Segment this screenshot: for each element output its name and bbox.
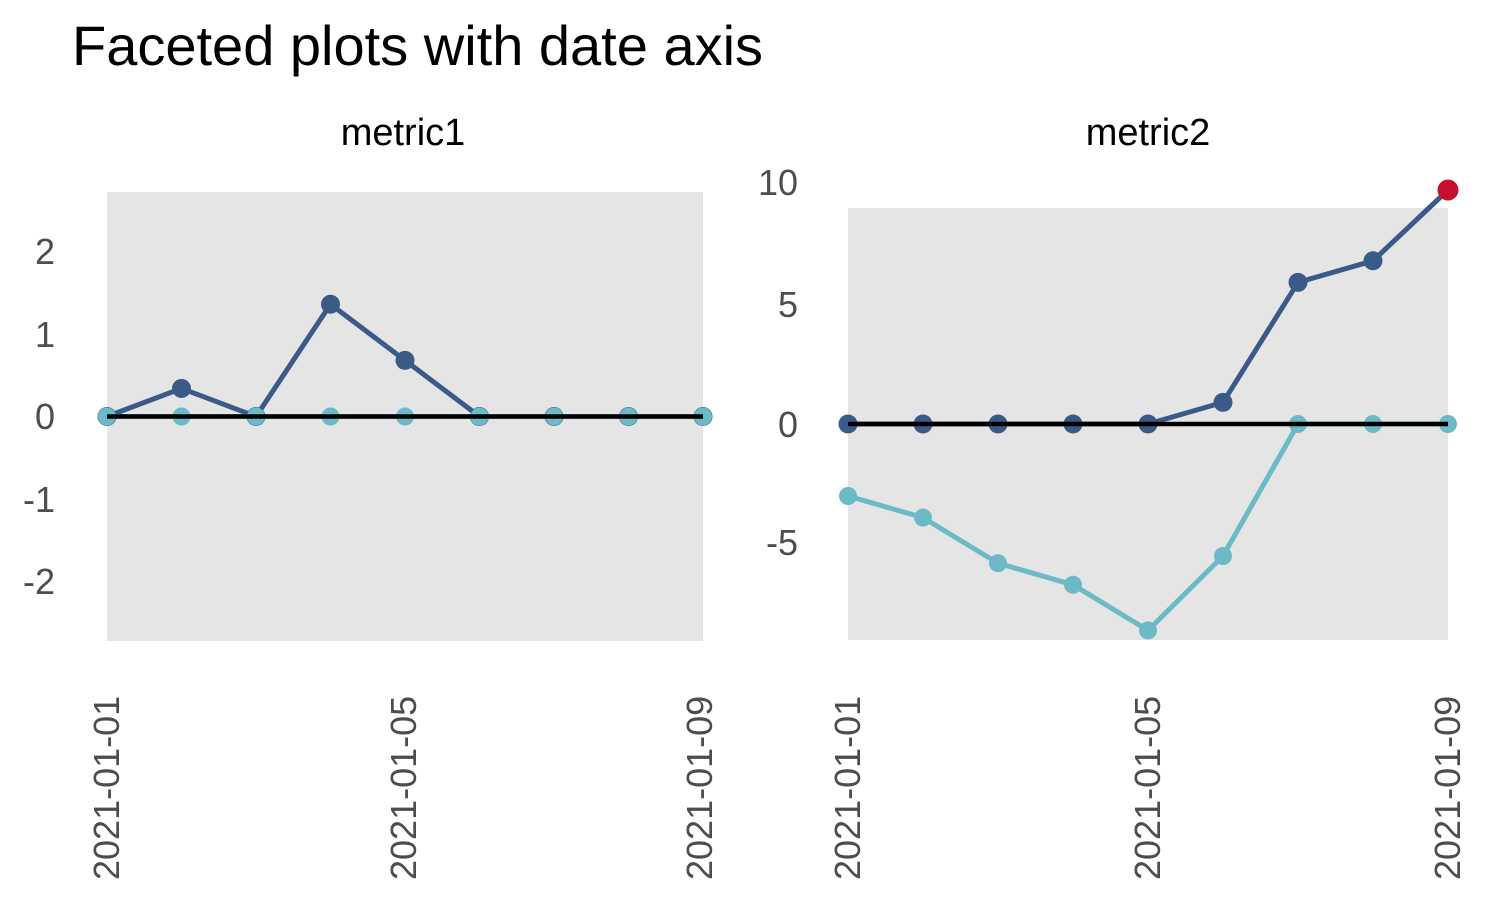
- point-metric2-series-cyan: [1139, 621, 1157, 640]
- y-tick-label: 5: [777, 284, 798, 325]
- x-tick-label: 2021-01-09: [1427, 695, 1468, 880]
- point-metric1-series-navy: [395, 350, 415, 370]
- point-metric1-series-navy: [321, 294, 340, 314]
- point-metric2-series-cyan: [1214, 547, 1232, 565]
- y-tick-label: -2: [22, 561, 55, 602]
- point-metric2-series-cyan: [989, 554, 1007, 573]
- x-tick-label: 2021-01-01: [86, 695, 127, 880]
- facet-strip-metric1: metric1: [340, 112, 466, 154]
- point-metric2-series-cyan: [839, 487, 857, 505]
- y-tick-label: 0: [777, 404, 798, 445]
- x-tick-label: 2021-01-05: [1127, 695, 1168, 880]
- point-metric2-series-cyan: [914, 508, 932, 527]
- y-tick-label: 0: [34, 396, 55, 437]
- x-tick-label: 2021-01-09: [679, 695, 720, 880]
- point-metric1-series-navy: [172, 378, 191, 398]
- y-tick-label: 2: [34, 231, 55, 272]
- point-metric2-series-navy: [1363, 251, 1383, 271]
- y-tick-label: 10: [757, 162, 798, 203]
- facet-strip-metric2: metric2: [1085, 112, 1211, 154]
- y-tick-label: -5: [765, 522, 798, 563]
- point-metric2-series-navy: [1288, 272, 1308, 292]
- point-metric2-series-cyan: [1064, 575, 1082, 594]
- point-metric2-series-navy: [1213, 392, 1233, 412]
- y-tick-label: -1: [22, 479, 55, 520]
- x-tick-label: 2021-01-05: [383, 695, 424, 880]
- page-title: Faceted plots with date axis: [72, 14, 764, 77]
- y-tick-label: 1: [34, 314, 55, 355]
- highlight-point-metric2: [1437, 179, 1459, 201]
- x-tick-label: 2021-01-01: [827, 695, 868, 880]
